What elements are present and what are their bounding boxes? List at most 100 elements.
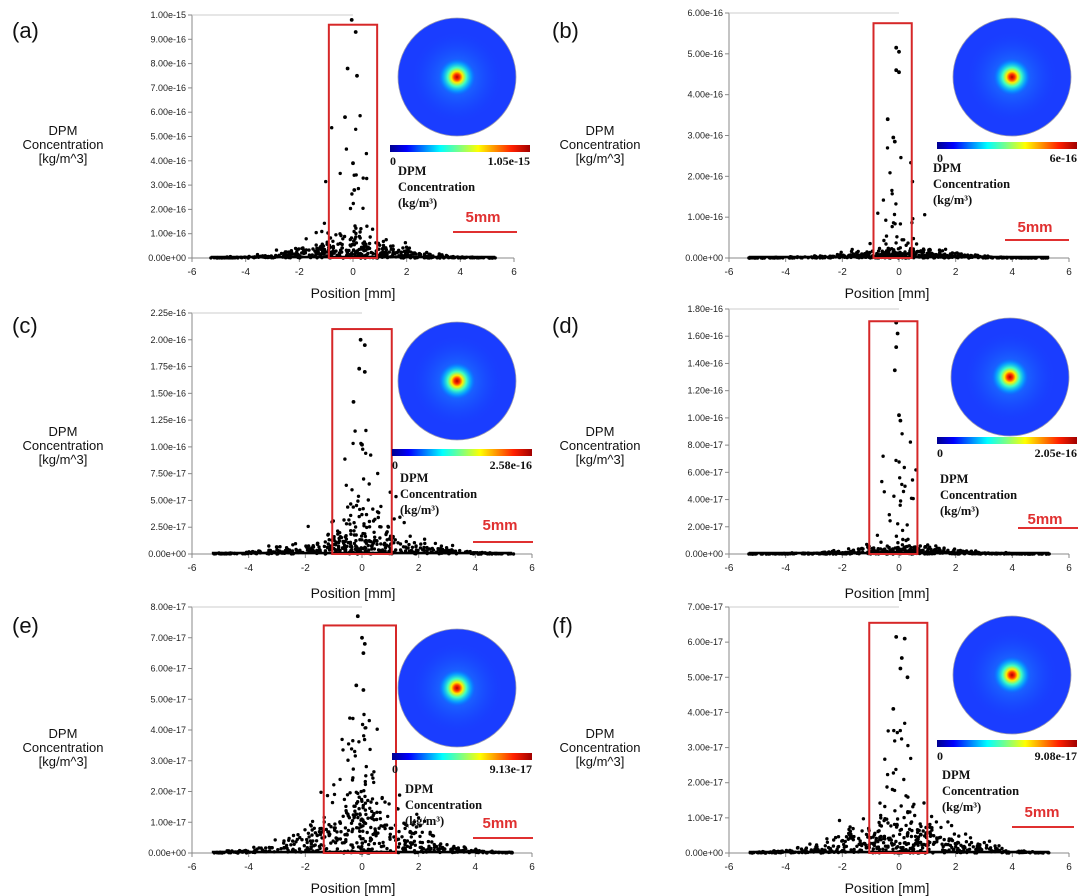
data-point [878,801,882,805]
colorbar-max-label: 9.13e-17 [490,762,532,776]
data-point [432,842,436,847]
inset-label: Concentration [400,487,477,501]
data-point [327,832,331,837]
data-point [368,539,373,544]
data-point [324,179,328,184]
data-point [919,840,923,845]
data-point [381,840,385,845]
data-point [403,843,407,847]
data-point [309,824,313,828]
data-point [351,767,355,771]
data-point [352,529,356,533]
scale-bar-label: 5mm [1017,219,1052,236]
inset-label: DPM [400,471,429,485]
data-point [307,835,311,839]
data-point [895,546,899,550]
data-point [358,114,362,118]
y-tick-label: 1.40e-16 [687,358,723,368]
data-point [427,844,431,848]
data-point [365,224,369,228]
data-point [892,139,897,144]
data-point [396,807,400,811]
panel-label: (a) [12,18,39,43]
data-point [403,241,408,245]
data-point [279,847,283,851]
data-point [360,841,364,845]
y-tick-label: 2.25e-16 [150,308,186,318]
data-point [940,842,944,846]
data-point [337,546,341,550]
y-axis-label: DPM [49,726,78,741]
data-point [342,234,347,239]
data-point [883,547,887,551]
data-point [331,839,335,843]
data-point [354,226,358,230]
data-point [351,505,355,509]
data-point [900,528,905,533]
data-point [362,734,366,738]
data-point [407,542,411,547]
data-point [310,828,314,832]
inset-label: DPM [942,768,971,782]
data-point [384,532,388,537]
data-point [315,246,319,250]
data-point [361,507,365,511]
data-point [909,821,913,825]
data-point [902,836,906,840]
data-point [406,249,411,253]
y-tick-label: 1.00e-17 [687,813,723,823]
data-point [358,834,362,839]
data-point [910,478,915,482]
data-point [380,796,384,801]
data-point [368,806,372,810]
data-point [378,810,382,815]
data-point [371,813,375,818]
y-tick-label: 6.00e-16 [150,107,186,117]
data-point [340,737,344,742]
concentration-map-inset [397,17,517,137]
data-point [386,524,390,529]
data-point [897,70,901,75]
y-tick-label: 1.50e-16 [150,388,186,398]
data-point [429,846,433,851]
data-point [884,234,889,238]
data-point [928,830,932,834]
data-point [390,826,394,830]
data-point [362,712,366,717]
data-point [880,479,884,484]
data-point [934,820,939,824]
data-point [372,818,376,822]
data-point [310,546,314,550]
colorbar-min-label: 0 [390,154,396,168]
data-point [305,548,310,552]
data-point [905,675,910,680]
data-point [881,198,886,202]
data-point [404,539,408,544]
data-point [391,250,395,254]
data-point [387,802,391,806]
inset-label: (kg/m³) [933,193,972,207]
data-point [410,831,414,835]
data-point [339,233,343,238]
data-point [365,253,369,257]
data-point [886,821,890,825]
data-point [877,829,881,833]
data-point [282,839,286,843]
data-point [361,837,365,841]
data-point [347,518,351,522]
y-axis-label: Concentration [23,740,104,755]
data-point [946,820,950,824]
data-point [339,830,343,834]
data-point [322,252,326,256]
data-point [333,547,337,552]
data-point [820,847,824,852]
data-point [291,252,295,256]
y-tick-label: 8.00e-17 [150,602,186,612]
data-point [799,847,804,851]
data-point [892,728,896,733]
data-point [364,451,368,455]
data-point [846,547,851,551]
concentration-map-inset [397,628,517,748]
data-point [883,804,887,809]
data-point [372,539,376,544]
